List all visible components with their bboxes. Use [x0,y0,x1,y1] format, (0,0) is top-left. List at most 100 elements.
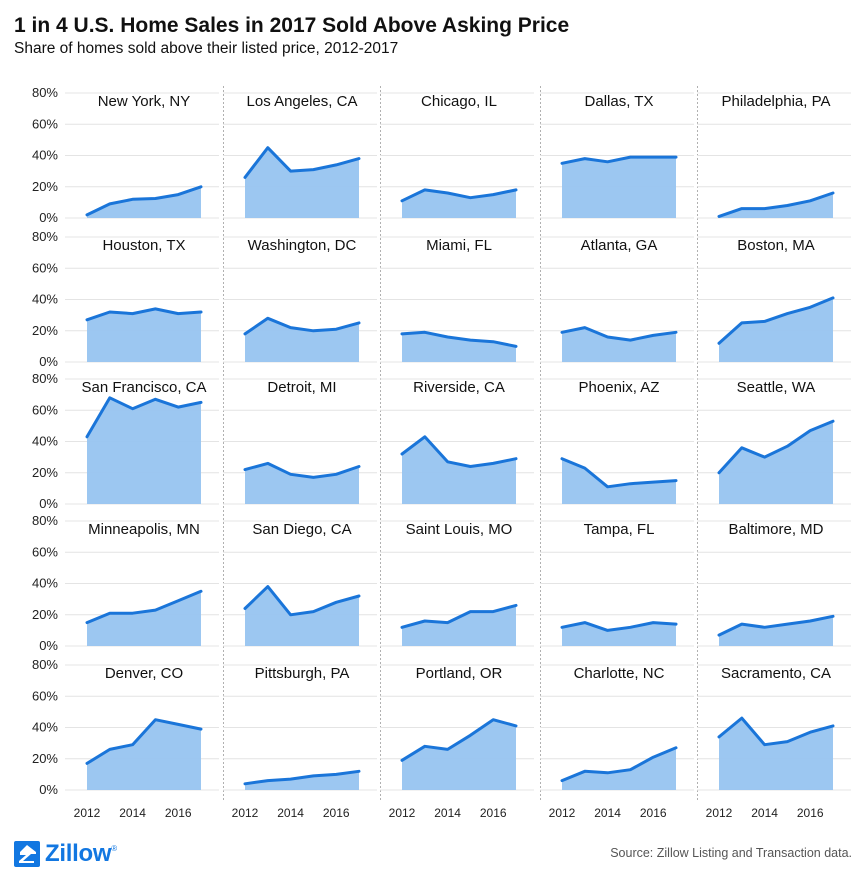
y-tick-label: 0% [39,210,58,225]
series-line [717,191,835,218]
series-area [719,718,833,790]
y-tick-label: 60% [32,688,58,703]
series-area [719,297,833,362]
x-tick-label: 2012 [74,806,101,820]
y-tick-label: 80% [32,229,58,244]
series-area [402,605,516,646]
panel-title: Dallas, TX [585,93,654,110]
series-area [562,622,676,646]
series-area [402,719,516,790]
series-line [560,155,678,165]
panel: Tampa, FL [540,520,694,647]
panel-title: Baltimore, MD [728,521,823,538]
series-area [562,327,676,362]
panel-title: Saint Louis, MO [406,521,513,538]
series-line [85,396,203,439]
panel: Boston, MA [697,236,851,363]
series-area [245,586,359,646]
series-line [560,746,678,783]
y-tick-label: 80% [32,85,58,100]
y-tick-label: 40% [32,434,58,449]
panel-title: Washington, DC [248,237,357,254]
y-tick-label: 0% [39,354,58,369]
panel-title: Philadelphia, PA [722,93,831,110]
series-area [87,397,201,504]
x-tick-label: 2014 [277,806,304,820]
y-tick-label: 0% [39,496,58,511]
y-tick-label: 60% [32,116,58,131]
series-area [719,616,833,646]
series-line [400,330,518,348]
series-area [562,747,676,790]
panel: Phoenix, AZ [540,378,694,505]
zillow-logo: Zillow ® [14,840,117,868]
panel: Saint Louis, MO [380,520,534,647]
panel: Miami, FL [380,236,534,363]
x-tick-label: 2016 [323,806,350,820]
series-area [402,332,516,362]
panel: San Diego, CA [223,520,377,647]
series-area [402,189,516,218]
panel: Riverside, CA [380,378,534,505]
panel: Philadelphia, PA [697,92,851,219]
panel-title: Houston, TX [102,237,185,254]
panel-title: Minneapolis, MN [88,521,200,538]
panel-title: San Francisco, CA [81,379,206,396]
series-area [719,193,833,218]
series-line [85,185,203,217]
panel: New York, NY 0% 20% 40% 60% 80% [32,85,219,225]
x-tick-label: 2014 [751,806,778,820]
panel: Washington, DC [223,236,377,363]
series-area [719,421,833,504]
panel-title: Boston, MA [737,237,815,254]
series-area [562,458,676,504]
panel: Denver, CO 0% 20% 40% 60% 80% 2012 2014 2016 [32,657,219,820]
series-line [400,603,518,629]
x-tick-label: 2014 [119,806,146,820]
y-tick-label: 40% [32,148,58,163]
y-tick-label: 40% [32,576,58,591]
logo-wordmark: Zillow [45,840,112,867]
series-line [85,589,203,625]
y-tick-label: 20% [32,179,58,194]
y-tick-label: 40% [32,720,58,735]
panel: Detroit, MI [223,378,377,505]
x-tick-label: 2012 [706,806,733,820]
panel: Sacramento, CA 2012 2014 2016 [697,664,851,820]
y-tick-label: 60% [32,544,58,559]
y-tick-label: 20% [32,323,58,338]
series-area [402,436,516,504]
series-line [717,614,835,637]
x-tick-label: 2012 [389,806,416,820]
y-tick-label: 20% [32,751,58,766]
panel: Pittsburgh, PA 2012 2014 2016 [223,664,377,820]
y-tick-label: 20% [32,607,58,622]
panel-title: Charlotte, NC [574,665,665,682]
series-line [400,435,518,468]
panel: San Francisco, CA 0% 20% 40% 60% 80% [32,371,219,511]
series-line [243,769,361,786]
series-line [243,461,361,479]
series-line [85,307,203,322]
series-line [560,621,678,632]
panel: Portland, OR 2012 2014 2016 [380,664,534,820]
y-tick-label: 20% [32,465,58,480]
series-line [717,296,835,345]
panel: Chicago, IL [380,92,534,219]
series-line [243,316,361,336]
y-tick-label: 40% [32,292,58,307]
series-area [562,157,676,218]
panel-title: Detroit, MI [267,379,336,396]
x-tick-label: 2012 [549,806,576,820]
chart-subtitle: Share of homes sold above their listed p… [14,40,399,57]
panel: Dallas, TX [540,92,694,219]
x-tick-label: 2014 [594,806,621,820]
chart-title: 1 in 4 U.S. Home Sales in 2017 Sold Abov… [14,14,570,37]
zillow-logo-icon [14,841,40,867]
panel-title: Sacramento, CA [721,665,831,682]
panel: Minneapolis, MN 0% 20% 40% 60% 80% [32,513,219,653]
y-tick-label: 80% [32,513,58,528]
x-tick-label: 2016 [797,806,824,820]
y-tick-label: 60% [32,402,58,417]
